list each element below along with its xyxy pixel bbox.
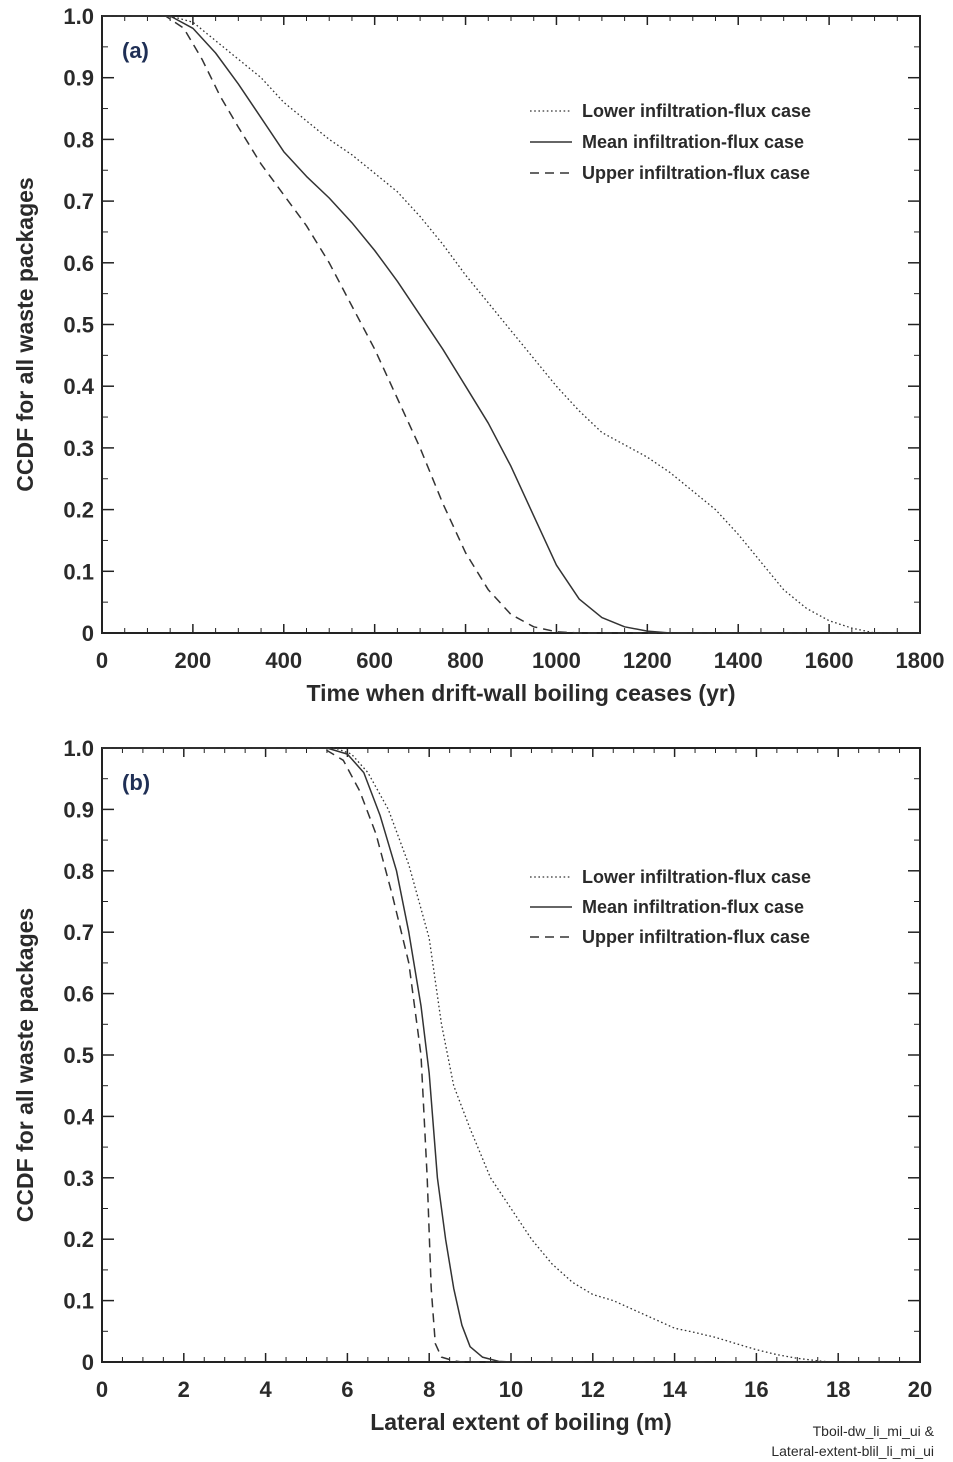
y-tick-label: 0.7 <box>63 189 94 214</box>
series-line-dashed <box>102 15 920 634</box>
x-axis-title: Lateral extent of boiling (m) <box>370 1409 672 1435</box>
legend-label: Lower infiltration-flux case <box>582 867 811 887</box>
chart-panel-a: 0 200 400 600 800 1000 1200 1400 1600 1800 0 0.1 0.2… <box>12 4 944 706</box>
x-tick-label: 20 <box>908 1377 932 1402</box>
y-tick-label: 1.0 <box>63 4 94 29</box>
x-tick-label: 0 <box>96 648 108 673</box>
series-line-dotted <box>102 747 920 1363</box>
y-tick-label: 0 <box>82 621 94 646</box>
y-tick-label: 0.8 <box>63 127 94 152</box>
panel-label: (b) <box>122 770 150 795</box>
x-tick-label: 16 <box>744 1377 768 1402</box>
y-tick-label: 1.0 <box>63 736 94 761</box>
x-tick-label: 12 <box>581 1377 605 1402</box>
y-tick-label: 0.5 <box>63 1043 94 1068</box>
x-axis-title: Time when drift-wall boiling ceases (yr) <box>306 680 735 706</box>
x-tick-label: 1800 <box>896 648 945 673</box>
x-tick-label: 1000 <box>532 648 581 673</box>
x-tick-label: 600 <box>356 648 393 673</box>
y-axis-title: CCDF for all waste packages <box>12 908 38 1222</box>
y-tick-label: 0.2 <box>63 498 94 523</box>
x-tick-label: 4 <box>259 1377 272 1402</box>
y-tick-label: 0.2 <box>63 1227 94 1252</box>
legend-label: Mean infiltration-flux case <box>582 897 804 917</box>
y-tick-label: 0.3 <box>63 1166 94 1191</box>
legend-label: Mean infiltration-flux case <box>582 132 804 152</box>
x-tick-label: 10 <box>499 1377 523 1402</box>
legend-label: Lower infiltration-flux case <box>582 101 811 121</box>
series-line-solid <box>102 747 920 1363</box>
panel-label: (a) <box>122 38 149 63</box>
y-tick-label: 0.3 <box>63 436 94 461</box>
x-tick-label: 18 <box>826 1377 850 1402</box>
source-note-line-1: Tboil-dw_li_mi_ui & <box>813 1423 935 1439</box>
y-tick-label: 0.4 <box>63 1104 94 1129</box>
x-tick-label: 800 <box>447 648 484 673</box>
x-tick-label: 1600 <box>805 648 854 673</box>
x-tick-label: 6 <box>341 1377 353 1402</box>
x-tick-label: 400 <box>265 648 302 673</box>
y-tick-label: 0.1 <box>63 1289 94 1314</box>
y-tick-label: 0.9 <box>63 66 94 91</box>
y-tick-label: 0 <box>82 1350 94 1375</box>
x-tick-label: 14 <box>662 1377 687 1402</box>
y-tick-label: 0.7 <box>63 920 94 945</box>
y-tick-label: 0.5 <box>63 313 94 338</box>
chart-panel-b: 0 2 4 6 8 10 12 14 16 18 20 0 0.1 0.2 0.3 0.4 0.5 0.6 0.7 0… <box>12 736 932 1435</box>
x-tick-label: 0 <box>96 1377 108 1402</box>
y-tick-label: 0.8 <box>63 859 94 884</box>
legend-label: Upper infiltration-flux case <box>582 927 810 947</box>
x-tick-label: 200 <box>175 648 212 673</box>
y-tick-label: 0.4 <box>63 374 94 399</box>
x-tick-label: 8 <box>423 1377 435 1402</box>
series-line-solid <box>102 15 920 634</box>
y-axis-title: CCDF for all waste packages <box>12 177 38 491</box>
y-tick-label: 0.6 <box>63 982 94 1007</box>
plot-frame <box>101 747 921 1363</box>
y-tick-label: 0.9 <box>63 797 94 822</box>
legend-label: Upper infiltration-flux case <box>582 163 810 183</box>
source-note-line-2: Lateral-extent-blil_li_mi_ui <box>771 1443 934 1459</box>
series-line-dotted <box>102 15 920 634</box>
y-tick-label: 0.6 <box>63 251 94 276</box>
y-tick-label: 0.1 <box>63 559 94 584</box>
x-tick-label: 1200 <box>623 648 672 673</box>
series-line-dashed <box>102 747 920 1363</box>
x-tick-label: 2 <box>178 1377 190 1402</box>
x-tick-label: 1400 <box>714 648 763 673</box>
